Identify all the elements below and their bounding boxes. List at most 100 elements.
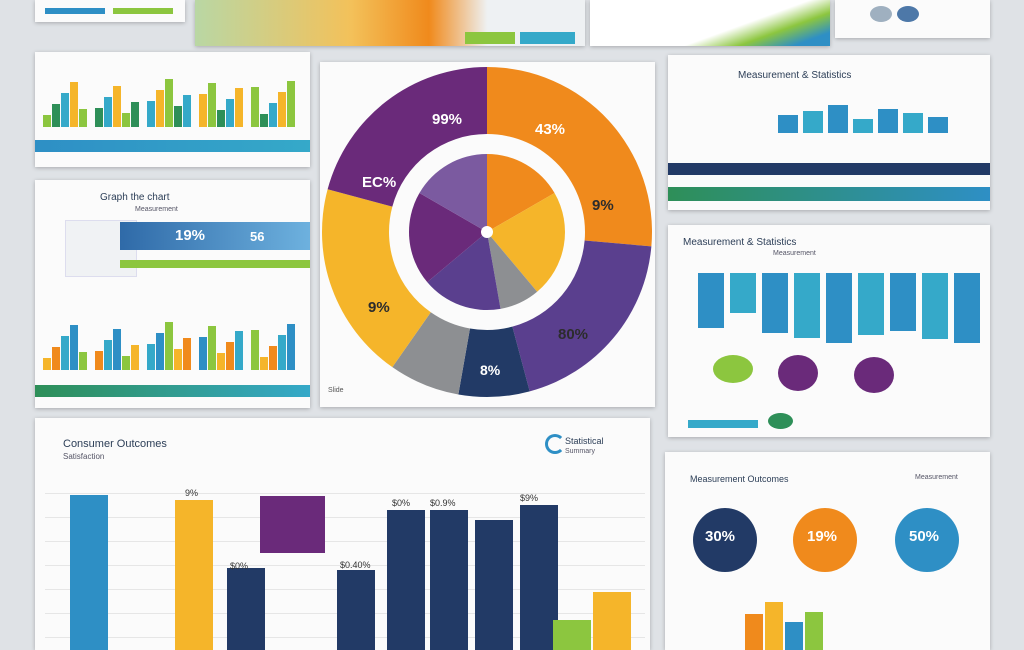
right-top-bar [928, 117, 948, 133]
right-top-bars [778, 93, 958, 133]
left-middle-badge-a: 19% [175, 227, 206, 244]
bottom-chart-title: Consumer Outcomes [63, 438, 167, 450]
cluster-bar [156, 90, 164, 127]
left-middle-badge-b: 56 [250, 229, 265, 244]
cluster-bar [104, 97, 112, 127]
cluster-bar [235, 331, 243, 370]
cluster-bar [61, 336, 69, 370]
donut-outer-slice [487, 67, 652, 247]
cluster-bar [70, 325, 78, 370]
cluster-bar [61, 93, 69, 127]
cluster-bar [165, 322, 173, 370]
cluster-bar [104, 340, 112, 370]
brand-logo-icon [545, 434, 565, 454]
cluster-bar [226, 342, 234, 370]
top-strip-card-2 [195, 0, 585, 46]
donut-inner-slice [487, 232, 538, 309]
donut-label-right: 9% [592, 197, 614, 214]
cluster-bar [43, 358, 51, 370]
donut-outer-slice [322, 189, 431, 368]
hanging-bar [698, 273, 724, 328]
right-top-bar [803, 111, 823, 133]
bottom-chart-value-label: $9% [520, 493, 539, 503]
cluster-bar [52, 347, 60, 370]
cluster-bar [208, 83, 216, 127]
cluster-bar [199, 94, 207, 127]
cluster-bar [235, 88, 243, 127]
donut-inner-slice [487, 154, 555, 232]
cluster-bar [131, 345, 139, 370]
bottom-right-card: Measurement Outcomes Measurement 30% 19%… [665, 452, 990, 650]
bottom-right-circle-1 [693, 508, 757, 572]
right-middle-subtitle: Measurement [773, 250, 816, 257]
hanging-bar [826, 273, 852, 343]
cluster-bar [43, 115, 51, 127]
hanging-bar [762, 273, 788, 333]
bottom-chart-value-label: $0% [230, 561, 249, 571]
cluster-bar [70, 82, 78, 127]
cluster-bar [269, 103, 277, 127]
right-top-bar [778, 115, 798, 133]
bottom-right-circle-3-label: 50% [909, 528, 940, 545]
donut-label-top-left: 99% [432, 111, 462, 128]
cluster-bar [199, 337, 207, 370]
donut-outer-slice [512, 240, 652, 392]
bottom-chart-bar [475, 520, 513, 650]
hanging-bar [730, 273, 756, 313]
left-middle-bar-clusters [43, 310, 303, 370]
cluster-bar [260, 114, 268, 127]
donut-center [481, 226, 493, 238]
bottom-chart-gridline [45, 517, 645, 518]
donut-label-bottom-left: 9% [368, 299, 390, 316]
donut-label-left: EC% [362, 174, 396, 191]
bottom-chart-bar [387, 510, 425, 650]
donut-inner-slice [487, 193, 565, 292]
bottom-chart-brand-sub: Summary [565, 448, 595, 455]
donut-inner-slice [409, 193, 487, 283]
cluster-bar [52, 104, 60, 127]
cluster-bar [95, 351, 103, 370]
left-middle-title: Graph the chart [100, 192, 170, 203]
cluster-bar [122, 113, 130, 127]
cluster-bar [183, 95, 191, 127]
right-top-bar [828, 105, 848, 133]
donut-outer-slice [392, 312, 470, 395]
left-top-card [35, 52, 310, 167]
bottom-chart-bars: 9% $0% $0.40% $0% $0.9% $9% [35, 418, 650, 650]
cluster-bar [278, 92, 286, 127]
bottom-chart-value-label: $0% [392, 498, 411, 508]
bottom-right-circle-1-label: 30% [705, 528, 736, 545]
donut-outer-slice [458, 326, 530, 397]
cluster-bar [113, 329, 121, 370]
top-strip-card-1 [35, 0, 185, 22]
bottom-chart-bar [337, 570, 375, 650]
cluster-bar [251, 87, 259, 127]
left-middle-card: Graph the chart Measurement 19% 56 [35, 180, 310, 408]
cluster-bar [278, 335, 286, 370]
bottom-chart-gridline [45, 541, 645, 542]
cluster-bar [226, 99, 234, 127]
cluster-bar [79, 109, 87, 127]
right-top-card: Measurement & Statistics [668, 55, 990, 210]
right-middle-hanging-bars [698, 273, 988, 373]
right-top-bar [878, 109, 898, 133]
cluster-bar [208, 326, 216, 370]
cluster-bar [131, 102, 139, 127]
bottom-chart-value-label: 9% [185, 488, 199, 498]
cluster-bar [183, 338, 191, 370]
hanging-bar [922, 273, 948, 339]
bottom-chart-bar [430, 510, 468, 650]
bottom-chart-value-label: $0.40% [340, 560, 371, 570]
donut-footer: Slide [328, 387, 344, 394]
cluster-bar [122, 356, 130, 370]
cluster-bar [287, 324, 295, 370]
cluster-bar [174, 106, 182, 127]
bottom-chart-bar [175, 500, 213, 650]
bottom-chart-value-label: $0.9% [430, 498, 456, 508]
cluster-bar [165, 79, 173, 127]
bottom-chart-gridline [45, 493, 645, 494]
bottom-chart-bar [553, 620, 591, 650]
bottom-right-circle-3 [895, 508, 959, 572]
cluster-bar [147, 101, 155, 127]
bottom-chart-card: Consumer Outcomes Satisfaction Statistic… [35, 418, 650, 650]
